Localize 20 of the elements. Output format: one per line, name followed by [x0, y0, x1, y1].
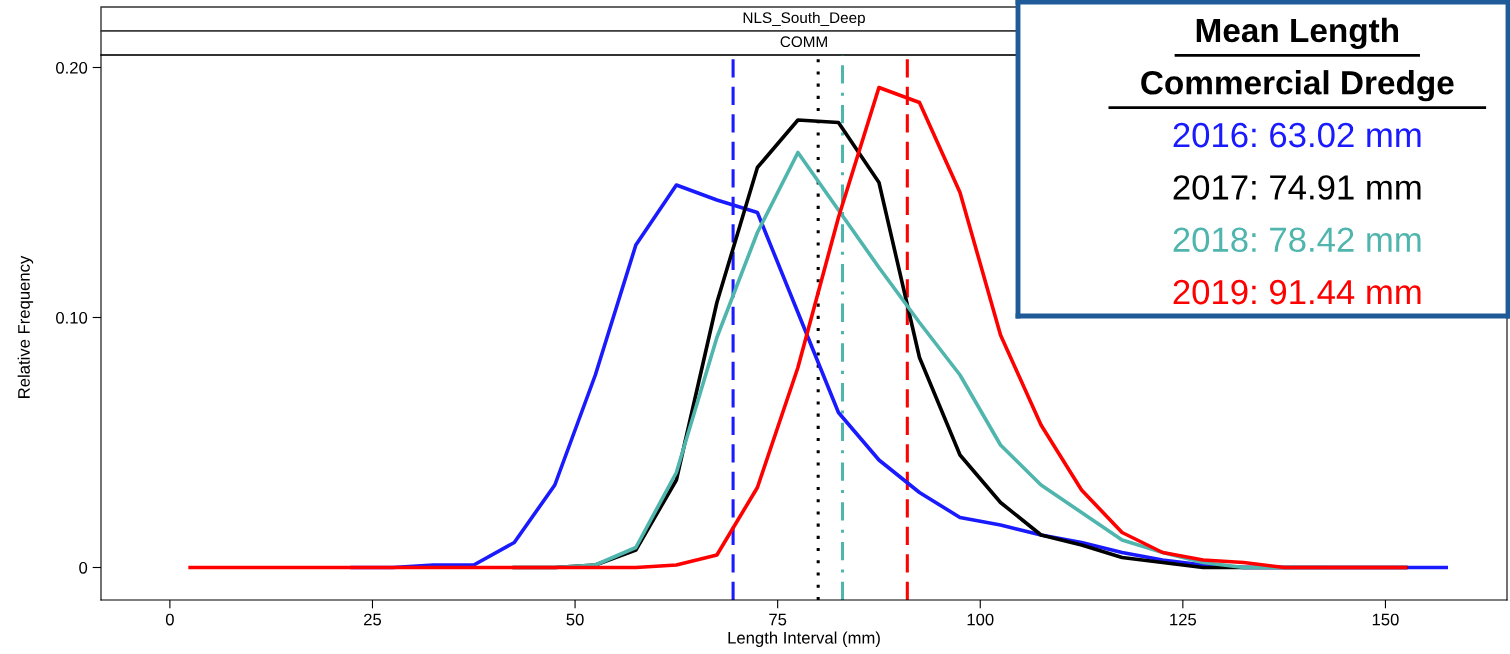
annotation: 2017: 74.91 mm — [1173, 175, 1421, 200]
x-tick-label: 125 — [1170, 613, 1197, 626]
text: NLS_South_Deep — [743, 11, 865, 27]
x-tick-label: 100 — [967, 613, 994, 626]
x-tick-label: 75 — [769, 613, 787, 626]
annotation: 2018: 78.42 mm — [1173, 227, 1421, 253]
annotation: 2019: 91.44 mm — [1173, 279, 1421, 305]
x-axis-title: Length Interval (mm) — [728, 631, 880, 648]
y-tick-label: 0.10 — [56, 311, 88, 324]
y-tick-label: 0 — [79, 561, 88, 574]
x-tick-label: 0 — [165, 613, 174, 626]
x-tick-label: 25 — [364, 613, 382, 626]
annotation: Commercial Dredge — [1141, 70, 1454, 102]
text: Mean Length — [1196, 17, 1399, 50]
text: COMM — [780, 36, 827, 48]
y-axis-title: Relative Frequency — [17, 255, 34, 398]
x-tick-label: 150 — [1372, 613, 1399, 626]
annotation: 2016: 63.02 mm — [1173, 122, 1421, 148]
y-tick-label: 0.20 — [56, 61, 88, 74]
x-tick-label: 50 — [566, 613, 584, 626]
